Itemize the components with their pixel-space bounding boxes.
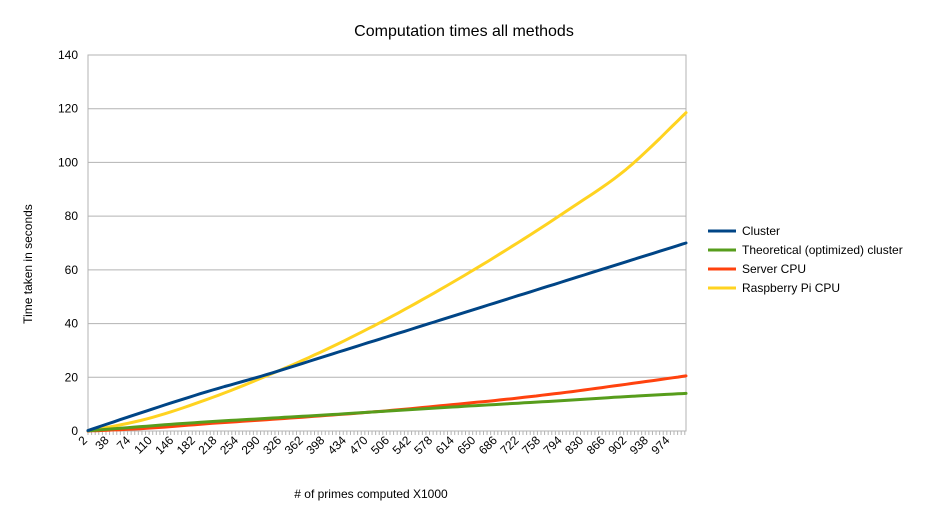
x-tick-label: 182 bbox=[174, 433, 198, 457]
x-tick-label: 326 bbox=[260, 433, 284, 457]
x-tick-label: 506 bbox=[368, 433, 392, 457]
legend-entry: Cluster bbox=[742, 224, 780, 238]
x-tick-label: 74 bbox=[114, 433, 134, 453]
y-tick-label: 0 bbox=[71, 424, 78, 438]
x-tick-label: 650 bbox=[454, 433, 478, 457]
x-tick-label: 830 bbox=[562, 433, 586, 457]
y-tick-labels: 0 20 40 60 80 100 120 140 bbox=[58, 48, 78, 438]
x-tick-label: 2 bbox=[75, 433, 90, 448]
x-tick-label: 110 bbox=[131, 433, 155, 457]
x-tick-label: 794 bbox=[541, 433, 565, 457]
y-tick-label: 100 bbox=[58, 155, 78, 169]
x-tick-label: 398 bbox=[303, 433, 327, 457]
y-tick-label: 140 bbox=[58, 48, 78, 62]
x-axis-label: # of primes computed X1000 bbox=[294, 487, 448, 501]
x-tick-label: 974 bbox=[648, 433, 672, 457]
x-tick-label: 290 bbox=[239, 433, 263, 457]
x-tick-label: 722 bbox=[497, 433, 521, 457]
x-tick-label: 254 bbox=[217, 433, 241, 457]
y-axis-label: Time taken in seconds bbox=[21, 204, 35, 324]
x-tick-label: 866 bbox=[584, 433, 608, 457]
y-tick-label: 60 bbox=[65, 263, 79, 277]
chart-title: Computation times all methods bbox=[354, 23, 574, 40]
x-tick-label: 38 bbox=[92, 433, 112, 453]
legend-entry: Server CPU bbox=[742, 262, 806, 276]
x-tick-label: 542 bbox=[390, 433, 414, 457]
x-tick-label: 578 bbox=[411, 433, 435, 457]
series-line-cluster bbox=[86, 241, 688, 432]
x-tick-label: 902 bbox=[605, 433, 629, 457]
y-tick-label: 20 bbox=[65, 370, 79, 384]
x-tick-label: 434 bbox=[325, 433, 349, 457]
y-tick-label: 120 bbox=[58, 102, 78, 116]
x-tick-label: 686 bbox=[476, 433, 500, 457]
x-tick-label: 470 bbox=[346, 433, 370, 457]
series-line-theoretical-optimized-cluster bbox=[86, 391, 688, 433]
y-tick-label: 40 bbox=[65, 317, 79, 331]
x-tick-marks bbox=[87, 431, 686, 435]
x-tick-label: 362 bbox=[282, 433, 306, 457]
series-line-raspberry-pi-cpu bbox=[86, 111, 688, 433]
legend-entry: Raspberry Pi CPU bbox=[742, 281, 840, 295]
series-lines bbox=[86, 111, 688, 433]
grid-lines bbox=[87, 54, 687, 432]
legend-entry: Theoretical (optimized) cluster bbox=[742, 243, 903, 257]
x-tick-label: 614 bbox=[433, 433, 457, 457]
y-tick-label: 80 bbox=[65, 209, 79, 223]
x-tick-label: 146 bbox=[152, 433, 176, 457]
x-tick-label: 758 bbox=[519, 433, 543, 457]
x-tick-label: 218 bbox=[195, 433, 219, 457]
x-tick-label: 938 bbox=[627, 433, 651, 457]
x-tick-labels: 2 38 7411014618221825429032636239843447050… bbox=[75, 433, 672, 457]
legend: Cluster Theoretical (optimized) cluster Se… bbox=[708, 224, 903, 295]
plot-frame bbox=[87, 54, 687, 432]
